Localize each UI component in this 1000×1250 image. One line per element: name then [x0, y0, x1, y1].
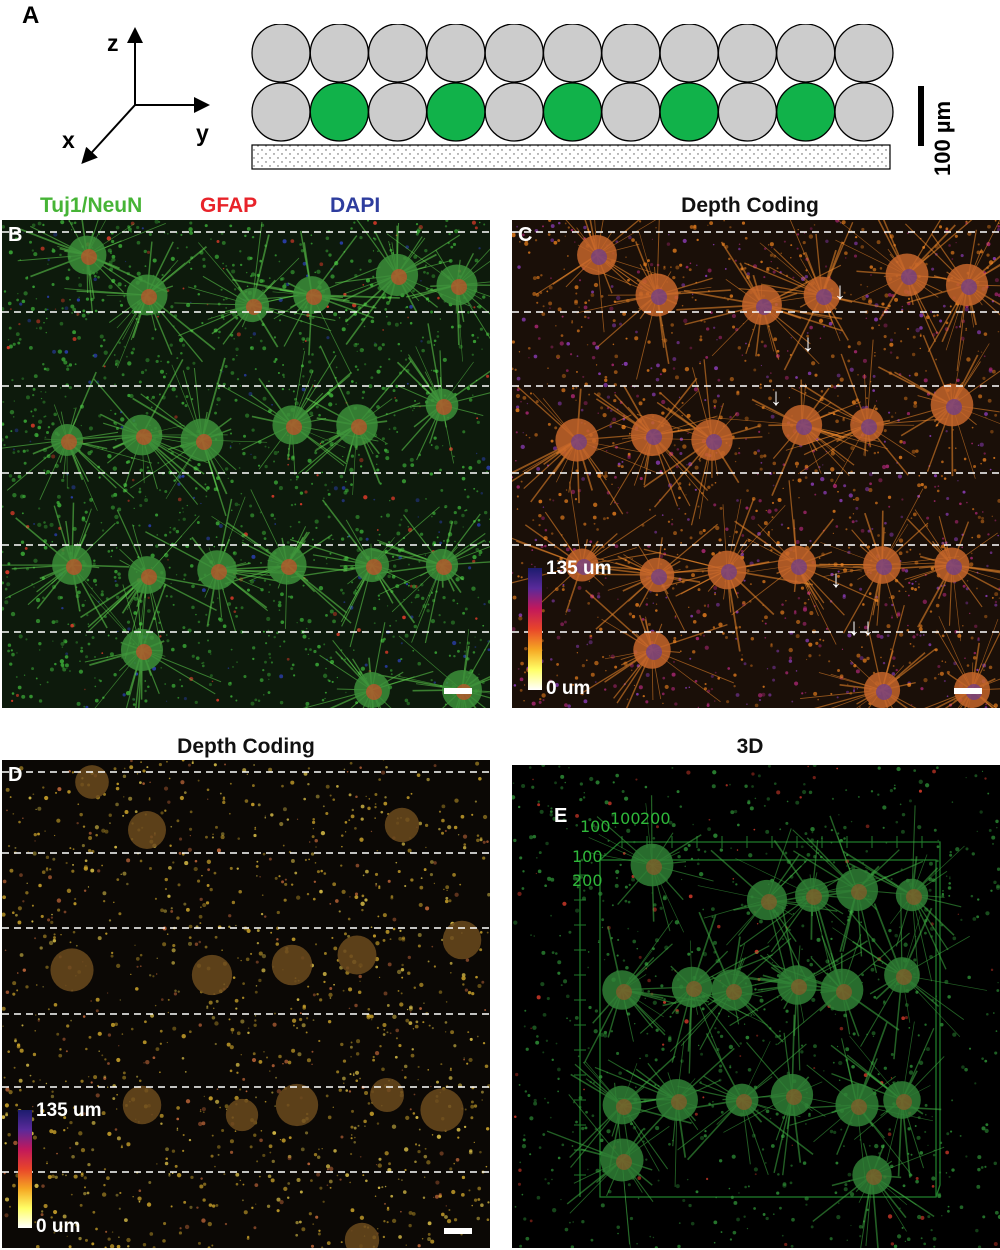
arrow-3: ↓ [770, 384, 782, 411]
spheroid-green [542, 82, 603, 142]
axes-triad [81, 27, 210, 164]
axis-tick-top-1: 100 [580, 817, 611, 836]
spheroid-gray [251, 82, 311, 142]
spheroid-green [426, 82, 486, 142]
spheroid-gray [484, 82, 544, 142]
colorbar-min-d: 0 um [36, 1216, 81, 1237]
axis-tick-left-1: 100 [572, 847, 603, 866]
spheroid-gray [251, 24, 311, 83]
spheroid-gray [601, 24, 661, 83]
spheroid-gray [717, 24, 778, 83]
scale-bar-a [918, 86, 924, 146]
arrow-2: ↓ [802, 330, 814, 357]
spheroid-green [659, 82, 719, 142]
depth-colorbar-c [528, 568, 542, 690]
spheroid-green [309, 82, 369, 142]
colorbar-max-d: 135 um [36, 1100, 102, 1121]
spheroid-gray [659, 24, 719, 83]
spheroid-green [776, 82, 836, 142]
spheroid-gray [601, 82, 661, 142]
panel-a-letter: A [22, 2, 40, 29]
arrow-5: ↓ [848, 614, 860, 641]
panel-c-image: C 135 um 0 um ↓ ↓ ↓ ↓ ↓ ↓ [512, 220, 1000, 708]
spheroid-gray [367, 24, 428, 83]
spheroid-gray [776, 24, 836, 83]
arrow-4: ↓ [830, 566, 842, 593]
axis-tick-top-2: 100 [610, 809, 641, 828]
channel-label-dapi: DAPI [330, 194, 381, 217]
spheroid-gray [834, 24, 894, 83]
scale-bar-b [444, 688, 472, 694]
spheroid-gray [484, 24, 544, 83]
channel-label-tuj1: Tuj1/NeuN [40, 194, 143, 217]
spheroid-gray [426, 24, 486, 83]
panel-d-letter: D [8, 764, 23, 786]
panel-d-image: D 135 um 0 um [2, 760, 490, 1248]
panel-e-letter: E [554, 805, 568, 827]
panel-e-image: E 100 100 200 100 200 [512, 765, 1000, 1248]
axis-tick-top-3: 200 [640, 809, 671, 828]
spheroid-schematic [251, 24, 894, 170]
z-axis-label: z [107, 30, 119, 56]
colorbar-min-c: 0 um [546, 678, 591, 699]
spheroid-gray [717, 82, 778, 142]
scale-bar-c [954, 688, 982, 694]
channel-label-gfap: GFAP [200, 194, 258, 217]
y-axis-label: y [196, 120, 209, 146]
substrate-layer [251, 144, 891, 170]
axis-tick-left-2: 200 [572, 871, 603, 890]
panel-b-letter: B [8, 224, 23, 246]
scale-bar-d [444, 1228, 472, 1234]
panel-d-title: Depth Coding [177, 735, 315, 758]
panel-c-letter: C [518, 224, 533, 246]
depth-colorbar-d [18, 1110, 32, 1228]
arrow-6: ↓ [862, 614, 874, 641]
panel-c-title: Depth Coding [681, 194, 819, 217]
spheroid-gray [834, 82, 894, 142]
spheroid-gray [367, 82, 428, 142]
spheroid-gray [309, 24, 369, 83]
panel-e-title: 3D [736, 735, 764, 758]
colorbar-max-c: 135 um [546, 558, 612, 579]
x-axis-label: x [62, 127, 75, 153]
spheroid-gray [542, 24, 603, 83]
arrow-1: ↓ [834, 278, 846, 305]
panel-b-image: B [2, 220, 490, 708]
scale-label-a: 100 µm [930, 100, 955, 176]
